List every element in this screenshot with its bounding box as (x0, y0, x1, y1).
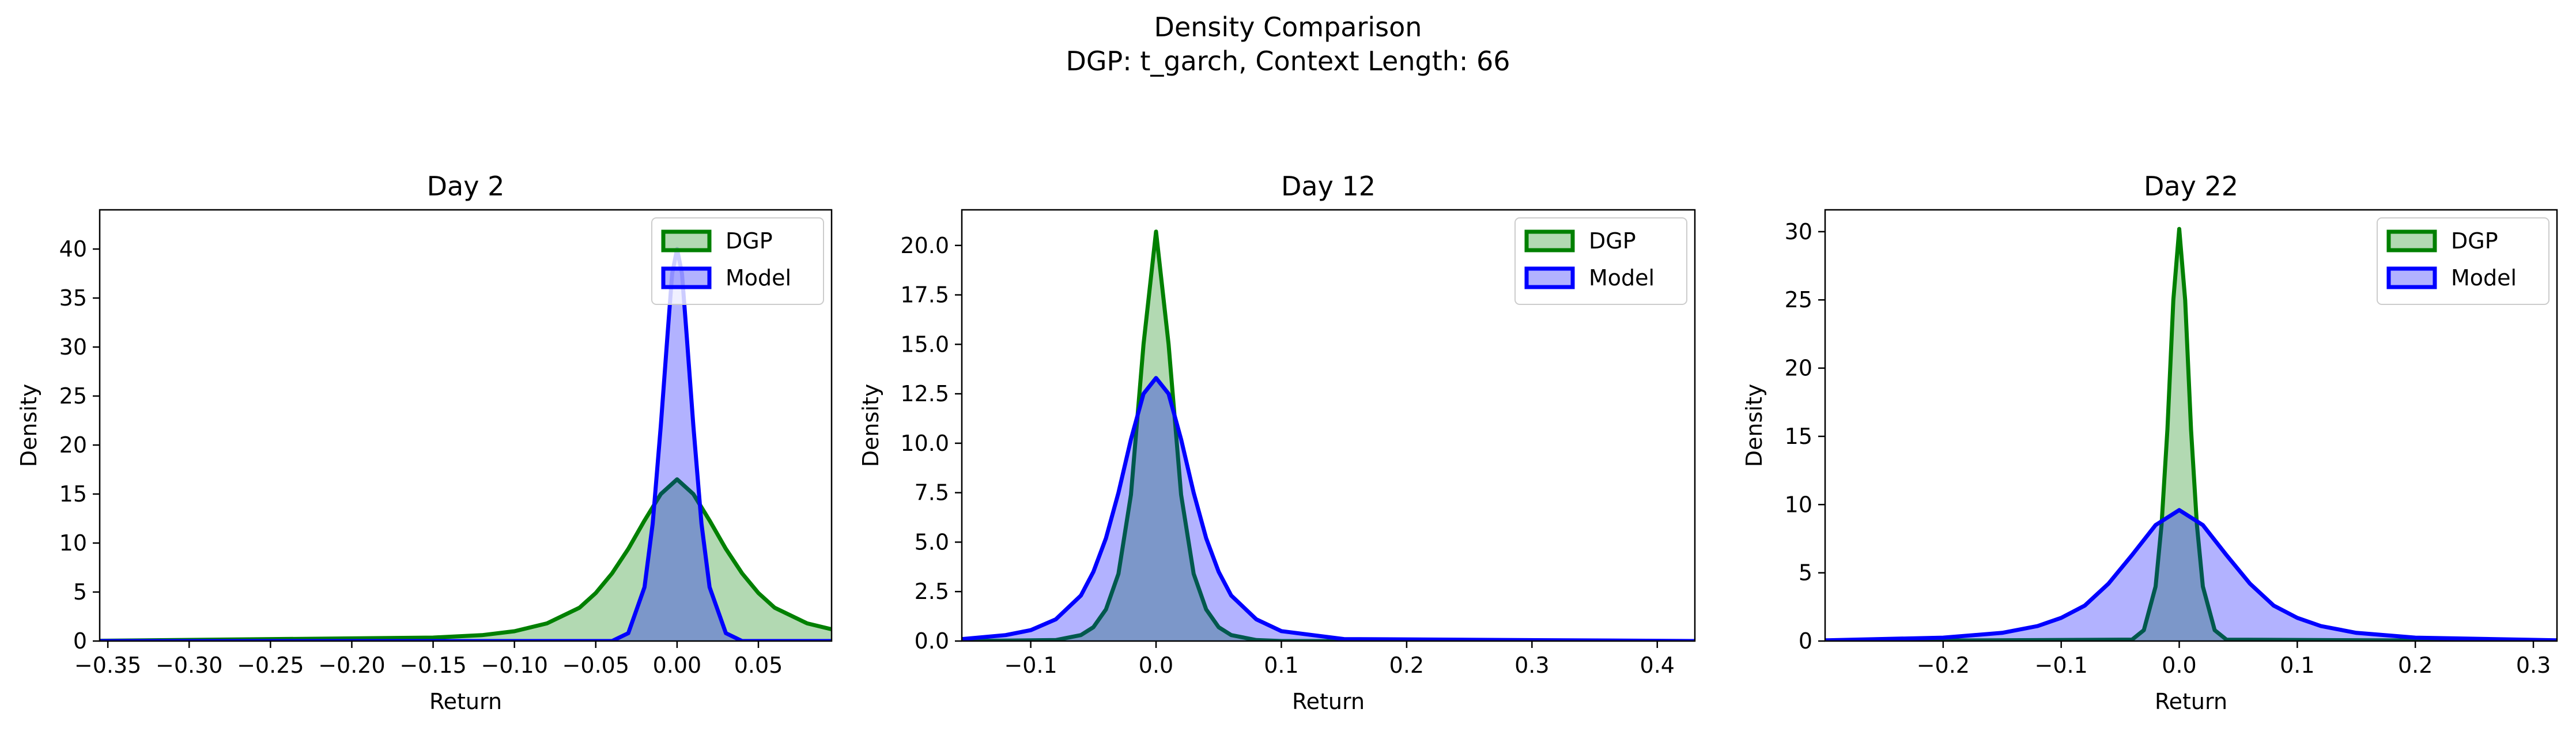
legend-swatch-dgp (661, 229, 712, 252)
legend: DGP Model (1514, 217, 1687, 305)
y-tick-label: 30 (1785, 219, 1812, 244)
x-tick-label: 0.1 (2280, 653, 2314, 678)
legend-swatch-dgp (1524, 229, 1575, 252)
x-tick-label: 0.00 (653, 653, 702, 678)
x-tick-label: −0.15 (399, 653, 466, 678)
y-tick-label: 12.5 (900, 381, 949, 406)
x-axis-label: Return (1292, 689, 1365, 714)
x-axis-label: Return (429, 689, 502, 714)
legend: DGP Model (2377, 217, 2549, 305)
x-tick-label: 0.2 (1389, 653, 1424, 678)
y-tick-label: 35 (59, 285, 87, 311)
x-tick-label: 0.3 (2516, 653, 2551, 678)
figure-subtitle: DGP: t_garch, Context Length: 66 (1066, 46, 1510, 77)
x-axis-label: Return (2155, 689, 2227, 714)
y-tick-label: 15.0 (900, 331, 949, 357)
y-tick-label: 25 (1785, 287, 1812, 312)
y-tick-label: 0.0 (915, 628, 949, 654)
chart-panels: −0.35 −0.30 −0.25 −0.20 −0.15 −0.10 −0.05 0.00 0… (16, 171, 2558, 714)
y-tick-label: 17.5 (900, 282, 949, 308)
series-fill-model (962, 378, 1695, 641)
series-line-model (1825, 508, 2557, 641)
figure-title: Density Comparison (1154, 12, 1422, 43)
panel-title: Day 2 (427, 171, 505, 202)
legend: DGP Model (651, 217, 824, 305)
series-line-dgp (962, 229, 1695, 641)
y-tick-label: 10 (1785, 492, 1812, 517)
y-tick-label: 10.0 (900, 431, 949, 456)
x-tick-label: −0.25 (237, 653, 304, 678)
x-tick-label: 0.1 (1264, 653, 1298, 678)
x-tick-label: 0.0 (1139, 653, 1173, 678)
legend-swatch-model (2386, 266, 2437, 289)
axes-frame (1824, 209, 2558, 642)
series-fill-model (100, 249, 832, 641)
y-tick-label: 0 (1799, 628, 1812, 654)
legend-label-dgp: DGP (1589, 228, 1636, 254)
y-tick-label: 20 (1785, 356, 1812, 381)
axes-frame (961, 209, 1696, 642)
legend-frame (2377, 217, 2549, 305)
x-tick-label: −0.10 (481, 653, 547, 678)
legend-frame (1514, 217, 1687, 305)
panel-title: Day 12 (1281, 171, 1376, 202)
y-tick-label: 7.5 (915, 480, 949, 506)
y-tick-label: 15 (1785, 424, 1812, 449)
y-tick-label: 20 (59, 432, 87, 458)
x-tick-label: 0.05 (734, 653, 783, 678)
y-tick-label: 2.5 (915, 579, 949, 604)
y-axis-label: Density (858, 384, 883, 467)
panel-title: Day 22 (2144, 171, 2238, 202)
y-tick-label: 40 (59, 236, 87, 262)
series-line-model (962, 376, 1695, 641)
legend-swatch-model (661, 266, 712, 289)
legend-label-dgp: DGP (726, 228, 773, 254)
chart-panel-3: −0.2 −0.1 0.0 0.1 0.2 0.3 0 5 10 15 20 25 30 Day 22 Re… (1742, 171, 2558, 714)
x-tick-label: 0.4 (1640, 653, 1675, 678)
chart-panel-2: −0.1 0.0 0.1 0.2 0.3 0.4 0.0 2.5 5.0 7.5 10.0 12.5 1… (858, 171, 1696, 714)
legend-label-dgp: DGP (2451, 228, 2498, 254)
legend-label-model: Model (726, 265, 791, 291)
series-line-dgp (1825, 227, 2557, 641)
y-tick-label: 15 (59, 481, 87, 507)
x-tick-label: −0.30 (156, 653, 222, 678)
x-tick-label: −0.1 (2035, 653, 2088, 678)
axes-frame (99, 209, 833, 642)
legend-label-model: Model (2451, 265, 2517, 291)
series-fill-dgp (100, 479, 832, 641)
legend-label-model: Model (1589, 265, 1655, 291)
x-tick-label: −0.2 (1917, 653, 1970, 678)
y-tick-label: 5 (1799, 560, 1812, 586)
y-axis-label: Density (16, 384, 41, 467)
x-tick-label: 0.0 (2162, 653, 2196, 678)
x-tick-label: −0.05 (562, 653, 629, 678)
chart-panel-1: −0.35 −0.30 −0.25 −0.20 −0.15 −0.10 −0.05 0.00 0… (16, 171, 833, 714)
y-tick-label: 5 (73, 579, 87, 605)
y-tick-label: 5.0 (915, 529, 949, 555)
y-tick-label: 20.0 (900, 233, 949, 258)
x-tick-label: −0.35 (74, 653, 141, 678)
x-tick-label: −0.20 (318, 653, 385, 678)
y-tick-label: 25 (59, 383, 87, 409)
series-fill-model (1825, 510, 2557, 641)
y-tick-label: 10 (59, 530, 87, 556)
y-tick-label: 0 (73, 628, 87, 654)
y-tick-label: 30 (59, 334, 87, 360)
legend-swatch-dgp (2386, 229, 2437, 252)
x-tick-label: −0.1 (1004, 653, 1057, 678)
legend-swatch-model (1524, 266, 1575, 289)
y-axis-label: Density (1742, 384, 1767, 467)
legend-frame (651, 217, 824, 305)
x-tick-label: 0.3 (1514, 653, 1549, 678)
x-tick-label: 0.2 (2398, 653, 2433, 678)
